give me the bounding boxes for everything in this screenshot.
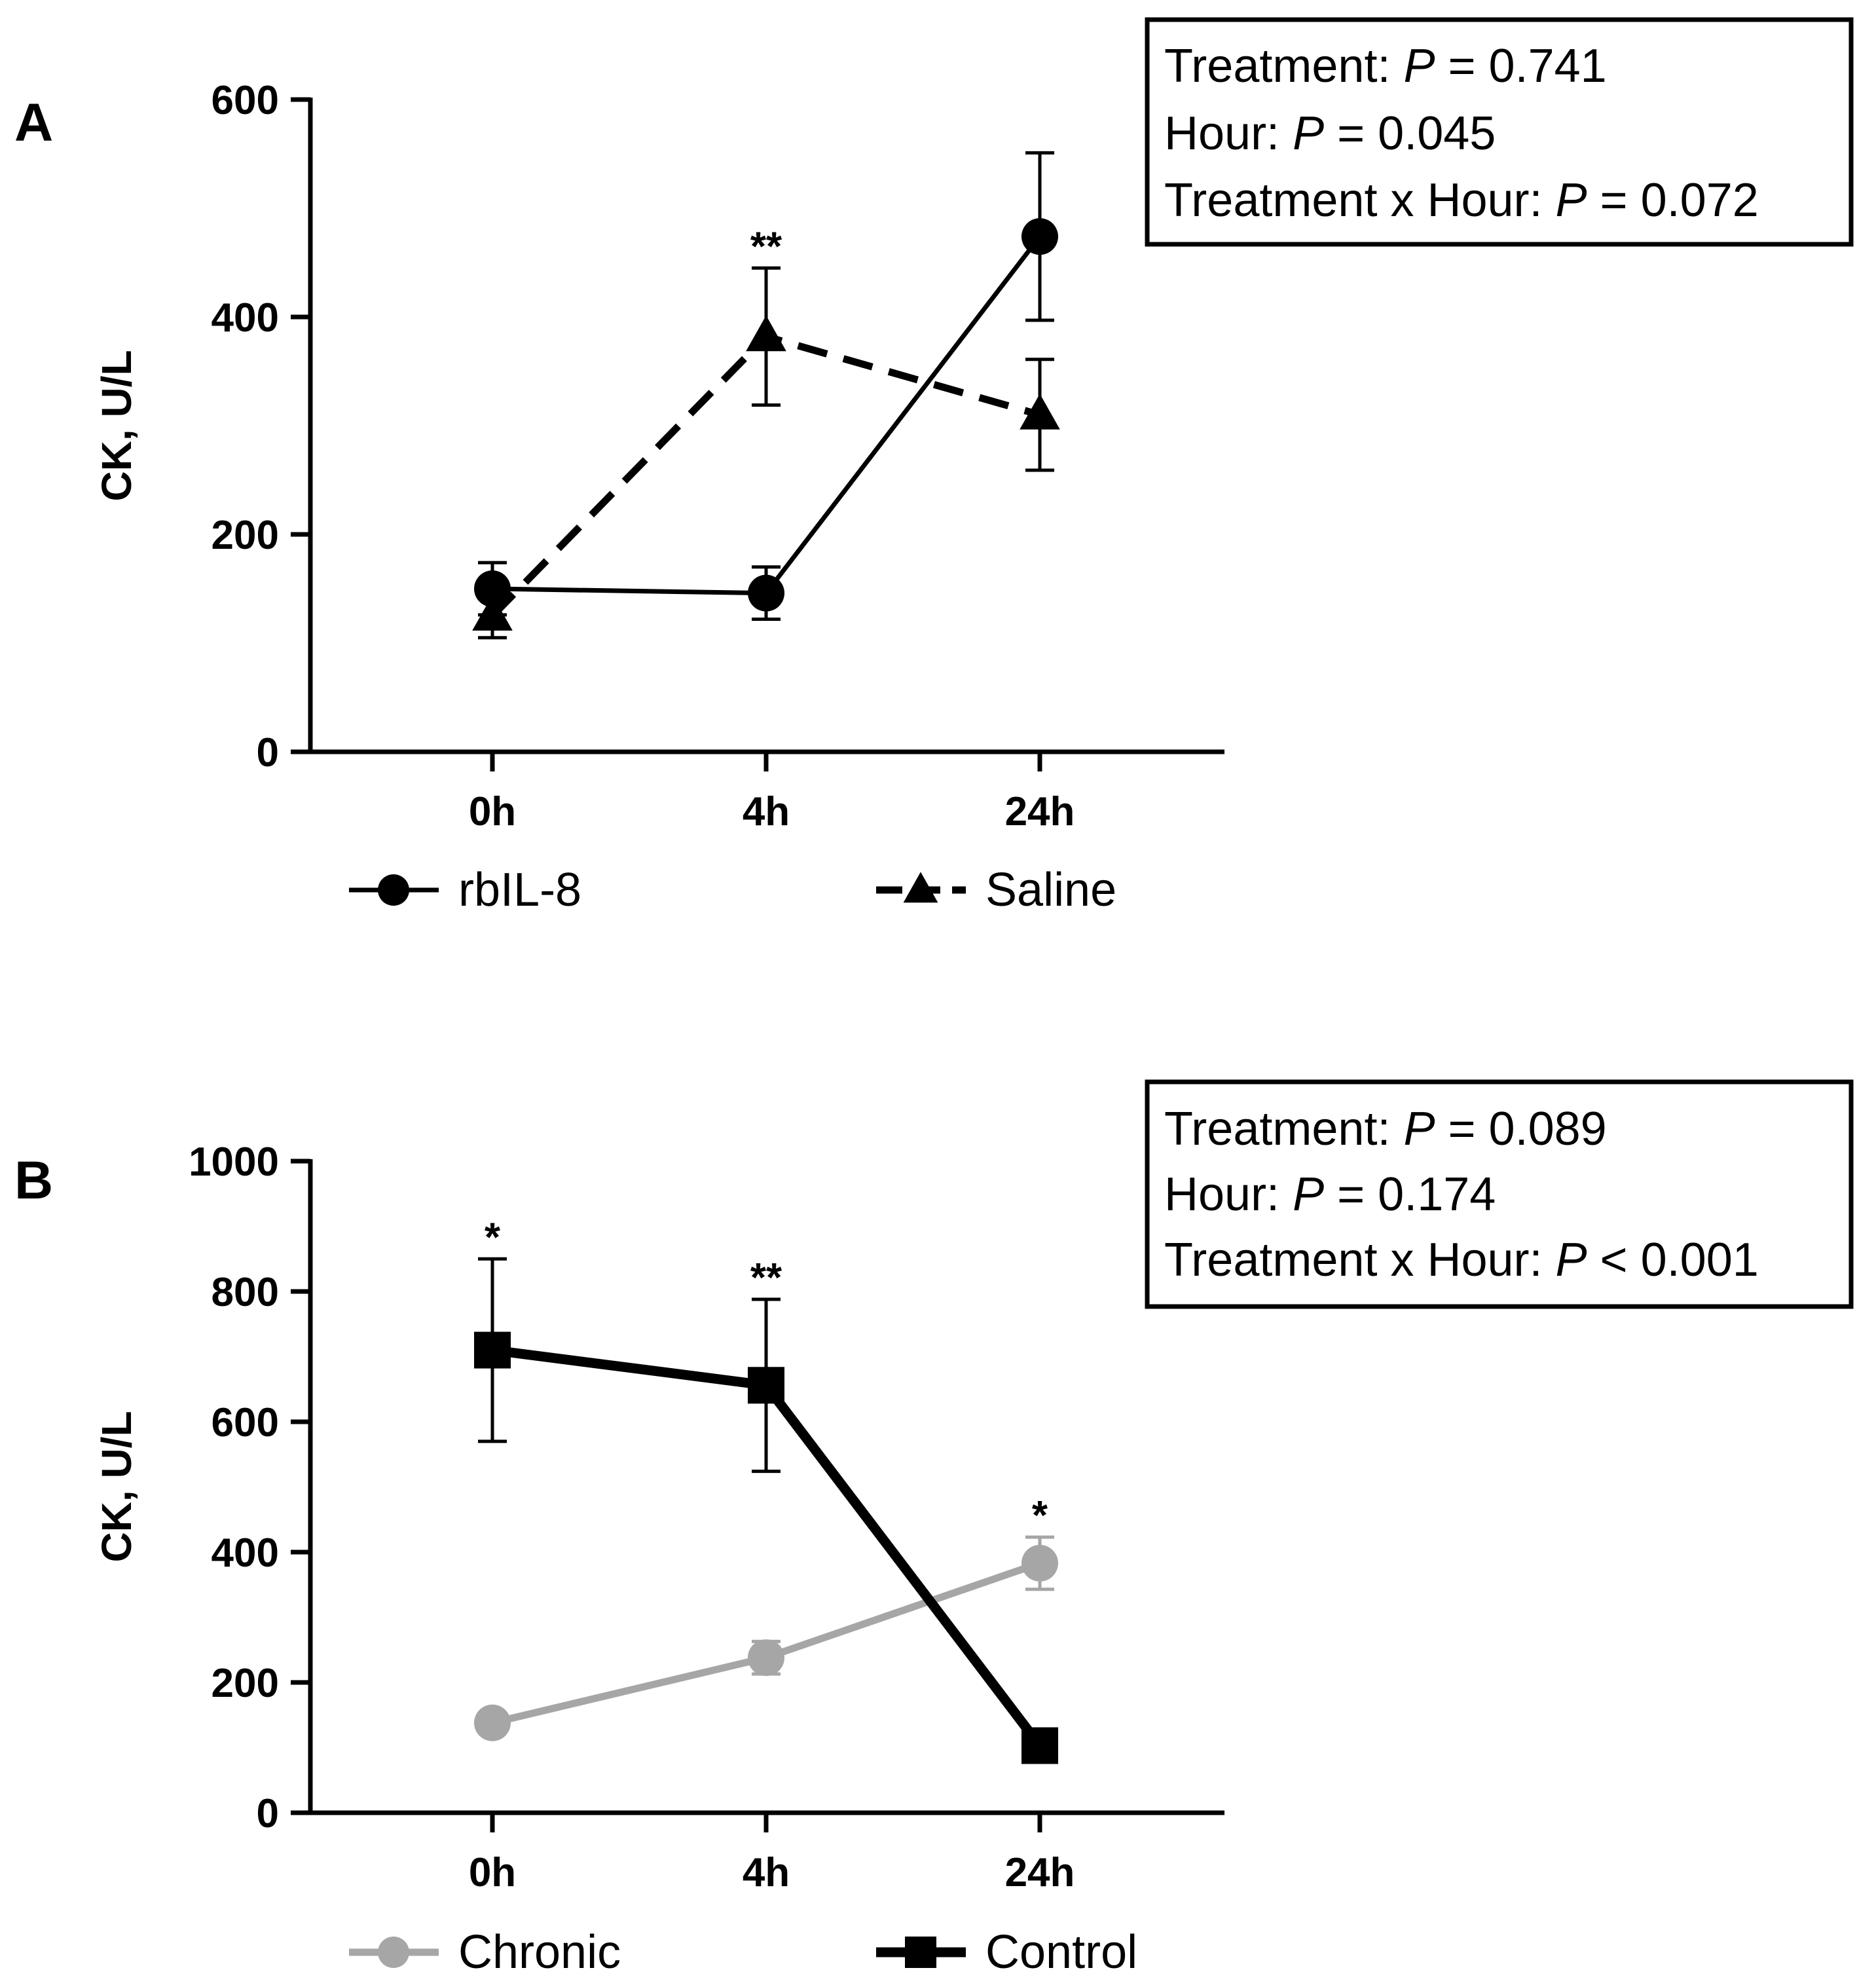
y-tick-label: 200 (212, 1661, 279, 1706)
y-tick-label: 0 (257, 1791, 279, 1836)
stats-box: Treatment: P = 0.741 Hour: P = 0.045 Treat… (1145, 17, 1854, 247)
x-tick-label: 24h (1005, 1850, 1075, 1895)
legend-label: Control (985, 1926, 1137, 1978)
series-control (474, 1257, 1058, 1764)
legend-marker (378, 874, 409, 906)
y-axis-title: CK, U/L (93, 350, 140, 501)
y-tick-label: 400 (212, 1530, 279, 1576)
legend-marker (378, 1937, 409, 1968)
x-tick-label: 24h (1005, 789, 1075, 834)
y-tick-label: 200 (212, 513, 279, 558)
data-point (748, 574, 784, 612)
stats-line: Treatment: P = 0.089 (1164, 1103, 1607, 1155)
series-chronic (474, 1535, 1058, 1741)
legend-item-rbil-8: rbIL-8 (349, 864, 581, 916)
panel-b: B 0 200 400 600 800 1000 0h 4h 24h CK, U/L Chronic C… (14, 1079, 1854, 1978)
legend-item-saline: Saline (876, 864, 1116, 916)
panel-letter: B (14, 1151, 53, 1210)
data-point (474, 570, 511, 607)
y-tick-label: 400 (212, 295, 279, 341)
stats-line: Treatment x Hour: P < 0.001 (1164, 1234, 1759, 1286)
y-tick-label: 0 (257, 730, 279, 775)
legend-label: rbIL-8 (458, 864, 581, 916)
significance-marker: * (485, 1215, 501, 1260)
significance-marker: ** (750, 224, 782, 269)
x-tick-label: 0h (469, 1850, 516, 1895)
x-tick-label: 4h (743, 1850, 790, 1895)
stats-line: Treatment x Hour: P = 0.072 (1164, 174, 1759, 227)
stats-line: Hour: P = 0.045 (1164, 107, 1496, 160)
data-point (474, 1331, 511, 1369)
stats-box: Treatment: P = 0.089 Hour: P = 0.174 Treat… (1145, 1079, 1854, 1309)
data-point (1021, 1544, 1058, 1582)
y-tick-label: 600 (212, 78, 279, 123)
data-point (1021, 218, 1058, 255)
data-point (1020, 394, 1060, 430)
legend-label: Saline (985, 864, 1116, 916)
significance-marker: * (1032, 1493, 1048, 1538)
y-tick-label: 800 (212, 1270, 279, 1315)
data-point (746, 315, 786, 352)
stats-line: Treatment: P = 0.741 (1164, 40, 1607, 92)
stats-line: Hour: P = 0.174 (1164, 1168, 1496, 1221)
panel-a: A 0 200 400 600 0h 4h 24h CK, U/L rbIL-8 Saline ** T… (14, 17, 1854, 916)
data-point (472, 595, 513, 631)
data-point (748, 1367, 784, 1404)
significance-marker: ** (750, 1255, 782, 1301)
data-point (474, 1704, 511, 1741)
data-point (1021, 1727, 1058, 1764)
y-axis-title: CK, U/L (93, 1411, 140, 1562)
series-saline (472, 266, 1060, 640)
panel-letter: A (14, 93, 53, 153)
legend-marker (905, 1937, 936, 1968)
legend-marker (903, 872, 938, 903)
y-tick-label: 1000 (189, 1140, 279, 1185)
x-tick-label: 0h (469, 789, 516, 834)
legend-item-chronic: Chronic (349, 1926, 621, 1978)
x-tick-label: 4h (743, 789, 790, 834)
legend-item-control: Control (876, 1926, 1137, 1978)
legend-label: Chronic (458, 1926, 621, 1978)
data-point (748, 1639, 784, 1677)
y-tick-label: 600 (212, 1400, 279, 1445)
